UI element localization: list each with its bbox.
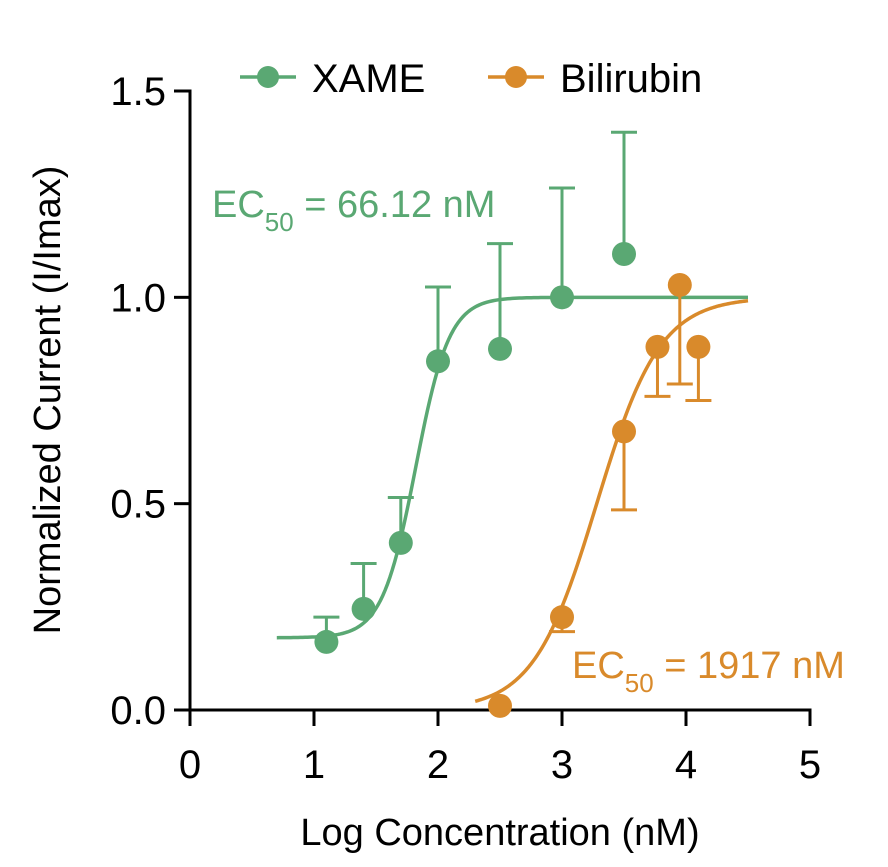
ec50-subscript: 50 [625, 668, 654, 698]
data-point-bilirubin [488, 693, 512, 718]
ec50-value: = 66.12 nM [294, 184, 496, 226]
data-point-xame [550, 285, 574, 310]
legend-label: XAME [312, 57, 425, 101]
legend-item-xame: XAME [240, 57, 425, 101]
data-point-xame [351, 596, 376, 621]
x-tick-label: 0 [179, 743, 201, 787]
y-tick-label: 0.5 [110, 483, 166, 527]
x-tick-label: 1 [303, 743, 325, 787]
data-point-bilirubin [645, 334, 670, 359]
x-axis-title: Log Concentration (nM) [300, 812, 699, 854]
data-point-xame [314, 629, 339, 654]
axes: 0 1 2 3 4 5 0.0 0.5 1.0 1.5 [110, 70, 821, 787]
data-point-xame [612, 242, 636, 267]
ec50-value: = 1917 nM [654, 645, 845, 687]
fit-curves [276, 295, 749, 703]
data-point-bilirubin [612, 419, 636, 444]
data-point-xame [388, 530, 413, 555]
data-point-xame [426, 349, 450, 374]
legend-label: Bilirubin [560, 57, 702, 101]
data-point-bilirubin [686, 334, 711, 359]
x-tick-label: 5 [799, 743, 821, 787]
data-points [314, 242, 711, 718]
legend-marker [505, 66, 527, 88]
legend-marker [257, 66, 279, 88]
x-tick-label: 2 [427, 743, 449, 787]
data-point-bilirubin [667, 272, 692, 297]
y-tick-label: 0.0 [110, 689, 166, 733]
legend-item-bilirubin: Bilirubin [488, 57, 702, 101]
text-labels: Log Concentration (nM) Normalized Current… [27, 57, 845, 854]
ec50-annotation-xame: EC50 = 66.12 nM [212, 184, 495, 237]
ec50-subscript: 50 [265, 207, 294, 237]
x-tick-label: 4 [675, 743, 697, 787]
y-tick-label: 1.5 [110, 70, 166, 114]
ec50-base: EC [212, 184, 265, 226]
x-tick-label: 3 [551, 743, 573, 787]
y-axis-title: Normalized Current (I/Imax) [27, 166, 69, 635]
data-point-bilirubin [550, 605, 574, 630]
ec50-base: EC [572, 645, 625, 687]
y-tick-label: 1.0 [110, 276, 166, 320]
ec50-annotation-bilirubin: EC50 = 1917 nM [572, 645, 845, 698]
fit-curve-xame [276, 295, 748, 640]
fit-curve-bilirubin [474, 299, 749, 703]
data-point-xame [488, 336, 512, 361]
